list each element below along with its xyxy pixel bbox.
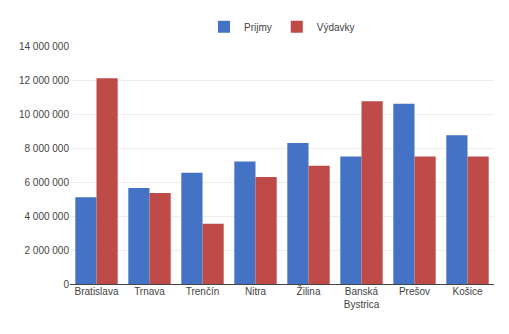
svg-text:2 000 000: 2 000 000	[25, 245, 70, 256]
svg-text:Trenčín: Trenčín	[186, 286, 220, 297]
svg-text:Žilina: Žilina	[297, 285, 321, 297]
svg-text:Nitra: Nitra	[245, 286, 267, 297]
svg-text:BanskáBystrica: BanskáBystrica	[344, 286, 380, 310]
svg-text:Prijmy: Prijmy	[244, 22, 272, 33]
svg-text:6 000 000: 6 000 000	[25, 177, 70, 188]
svg-text:4 000 000: 4 000 000	[25, 211, 70, 222]
svg-text:8 000 000: 8 000 000	[25, 143, 70, 154]
svg-text:0: 0	[63, 279, 69, 290]
svg-text:12 000 000: 12 000 000	[19, 75, 69, 86]
svg-text:14 000 000: 14 000 000	[19, 41, 69, 52]
svg-text:Prešov: Prešov	[399, 286, 430, 297]
svg-text:Výdavky: Výdavky	[317, 22, 355, 33]
svg-text:Bratislava: Bratislava	[75, 286, 119, 297]
svg-text:Trnava: Trnava	[134, 286, 165, 297]
svg-text:10 000 000: 10 000 000	[19, 109, 69, 120]
svg-text:Košice: Košice	[452, 286, 482, 297]
